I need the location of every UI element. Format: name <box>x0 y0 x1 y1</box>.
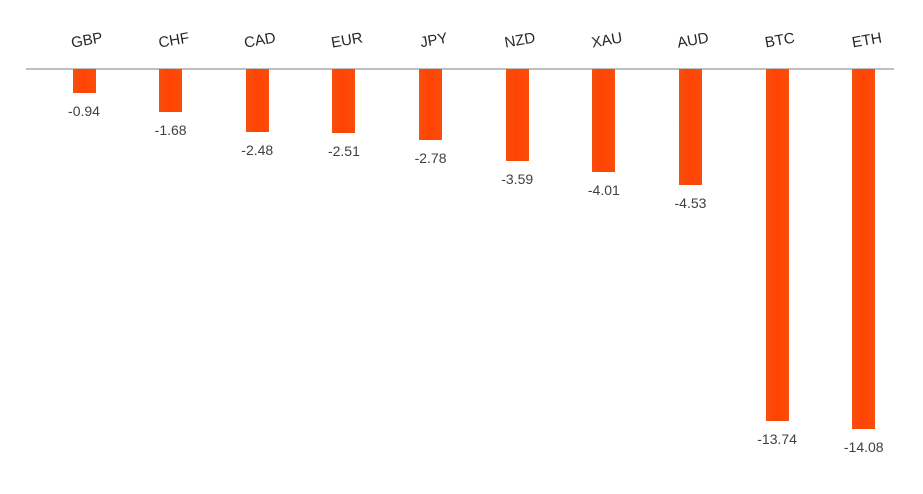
category-label-aud: AUD <box>676 29 711 52</box>
value-label-chf: -1.68 <box>154 122 187 138</box>
bar-xau <box>592 69 616 172</box>
value-label-xau: -4.01 <box>587 181 620 198</box>
value-label-gbp: -0.94 <box>68 103 100 120</box>
category-label-xau: XAU <box>590 29 624 52</box>
bar-btc <box>765 69 789 421</box>
value-label-cad: -2.48 <box>241 142 274 159</box>
bar-eth <box>852 69 876 430</box>
bar-chf <box>159 69 183 112</box>
category-label-eur: EUR <box>329 29 364 52</box>
value-label-aud: -4.53 <box>674 194 707 211</box>
x-axis-baseline <box>26 67 894 70</box>
bar-cad <box>245 69 269 133</box>
category-label-chf: CHF <box>156 29 191 52</box>
bar-eur <box>332 69 356 134</box>
category-label-jpy: JPY <box>418 29 449 52</box>
value-label-nzd: -3.59 <box>501 170 534 187</box>
category-label-nzd: NZD <box>503 29 537 52</box>
value-label-jpy: -2.78 <box>414 150 447 167</box>
bar-nzd <box>505 69 529 161</box>
category-label-eth: ETH <box>850 29 883 52</box>
category-label-gbp: GBP <box>69 29 104 52</box>
bar-aud <box>678 69 702 185</box>
bar-jpy <box>419 69 443 141</box>
value-label-eur: -2.51 <box>327 143 360 160</box>
value-label-eth: -14.08 <box>843 439 884 456</box>
category-label-cad: CAD <box>243 29 278 52</box>
bar-gbp <box>72 69 96 94</box>
value-label-btc: -13.74 <box>757 430 797 447</box>
category-label-btc: BTC <box>763 29 797 52</box>
